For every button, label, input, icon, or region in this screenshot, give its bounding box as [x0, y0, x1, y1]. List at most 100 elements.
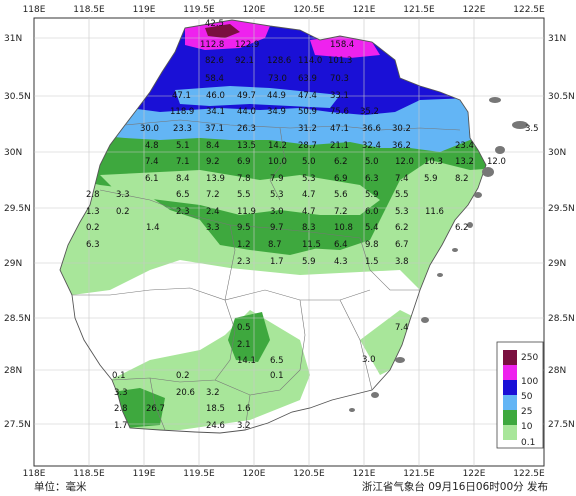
- station-value: 47.1: [330, 124, 349, 134]
- station-value: 58.4: [205, 74, 224, 84]
- station-value: 11.6: [425, 207, 444, 217]
- station-value: 10.0: [268, 157, 287, 167]
- station-value: 5.0: [365, 157, 379, 167]
- band-10-blob3: [300, 222, 370, 250]
- station-value: 114.0: [298, 56, 322, 66]
- station-value: 3.3: [114, 388, 128, 398]
- station-value: 1.2: [237, 240, 251, 250]
- station-value: 2.3: [237, 257, 251, 267]
- lat-tick: 28.5N: [548, 314, 575, 324]
- lon-tick: 119E: [133, 5, 156, 15]
- station-value: 1.7: [114, 421, 128, 431]
- lon-tick: 119.5E: [183, 5, 215, 15]
- station-value: 7.9: [270, 174, 284, 184]
- station-value: 7.4: [395, 174, 409, 184]
- station-value: 158.4: [330, 40, 354, 50]
- station-value: 2.3: [176, 207, 190, 217]
- station-value: 47.4: [298, 91, 317, 101]
- station-value: 6.5: [270, 356, 284, 366]
- lat-tick: 29.5N: [548, 204, 575, 214]
- station-value: 34.1: [206, 107, 225, 117]
- legend-label-250: 250: [521, 353, 538, 363]
- station-value: 35.2: [360, 107, 379, 117]
- station-value: 3.2: [206, 388, 220, 398]
- station-value: 6.9: [237, 157, 251, 167]
- lat-tick: 30N: [548, 148, 566, 158]
- station-value: 8.3: [302, 223, 316, 233]
- lon-tick: 119E: [133, 469, 156, 479]
- lat-tick: 30.5N: [4, 92, 31, 102]
- station-value: 44.0: [237, 107, 256, 117]
- station-value: 6.2: [395, 223, 409, 233]
- station-value: 36.6: [362, 124, 381, 134]
- legend-label-50: 50: [521, 392, 533, 402]
- station-value: 46.0: [206, 91, 225, 101]
- station-value: 3.3: [116, 190, 130, 200]
- station-value: 5.5: [395, 190, 409, 200]
- station-value: 3.8: [395, 257, 409, 267]
- station-value: 13.5: [237, 141, 256, 151]
- lat-tick: 30N: [4, 148, 22, 158]
- station-value: 18.5: [206, 404, 225, 414]
- station-value: 12.0: [395, 157, 414, 167]
- station-value: 9.5: [237, 223, 251, 233]
- lon-tick: 121E: [353, 5, 376, 15]
- station-value: 21.1: [330, 141, 349, 151]
- station-value: 122.9: [235, 40, 259, 50]
- station-value: 2.8: [86, 190, 100, 200]
- band-100-b: [310, 36, 380, 58]
- station-value: 1.6: [237, 404, 251, 414]
- station-value: 112.8: [200, 40, 224, 50]
- legend: 250 100 50 25 10 0.1: [496, 341, 544, 449]
- station-value: 28.7: [298, 141, 317, 151]
- station-value: 5.9: [365, 190, 379, 200]
- lon-tick: 118.5E: [73, 469, 105, 479]
- lat-tick: 28.5N: [4, 314, 31, 324]
- station-value: 6.7: [395, 240, 409, 250]
- station-value: 9.2: [206, 157, 220, 167]
- station-value: 7.1: [176, 157, 190, 167]
- lat-tick: 30.5N: [548, 92, 575, 102]
- station-value: 32.4: [362, 141, 381, 151]
- province-boundary: [59, 19, 487, 434]
- station-value: 14.2: [268, 141, 287, 151]
- station-value: 7.2: [334, 207, 348, 217]
- station-value: 70.3: [330, 74, 349, 84]
- lat-tick: 31N: [4, 34, 22, 44]
- station-value: 31.2: [298, 124, 317, 134]
- station-value: 75.6: [330, 107, 349, 117]
- station-value: 36.2: [392, 141, 411, 151]
- lon-tick: 119.5E: [183, 469, 215, 479]
- station-value: 9.8: [365, 240, 379, 250]
- station-value: 6.1: [145, 174, 159, 184]
- station-value: 10.8: [334, 223, 353, 233]
- lon-tick: 122E: [463, 469, 486, 479]
- station-value: 4.3: [334, 257, 348, 267]
- lat-tick: 31N: [548, 34, 566, 44]
- station-value: 0.2: [116, 207, 130, 217]
- lon-tick: 120.5E: [293, 469, 325, 479]
- station-value: 0.1: [112, 371, 126, 381]
- station-value: 11.5: [302, 240, 321, 250]
- publish-info: 浙江省气象台 09月16日06时00分 发布: [361, 481, 548, 493]
- station-value: 23.3: [173, 124, 192, 134]
- station-value: 37.1: [205, 124, 224, 134]
- lon-tick: 122.5E: [513, 5, 545, 15]
- station-value: 14.1: [237, 356, 256, 366]
- station-value: 6.3: [365, 174, 379, 184]
- station-value: 8.4: [206, 141, 220, 151]
- station-value: 92.1: [235, 56, 254, 66]
- station-value: 6.3: [86, 240, 100, 250]
- station-value: 3.3: [206, 223, 220, 233]
- station-value: 7.4: [395, 323, 409, 333]
- legend-label-100: 100: [521, 377, 538, 387]
- grid-lines: [34, 18, 544, 466]
- station-value: 47.1: [172, 91, 191, 101]
- station-value: 2.8: [114, 404, 128, 414]
- station-value: 20.6: [176, 388, 195, 398]
- station-value: 82.6: [205, 56, 224, 66]
- station-value: 12.0: [487, 157, 506, 167]
- station-value: 3.2: [237, 421, 251, 431]
- lon-tick: 120.5E: [293, 5, 325, 15]
- station-value: 63.9: [298, 74, 317, 84]
